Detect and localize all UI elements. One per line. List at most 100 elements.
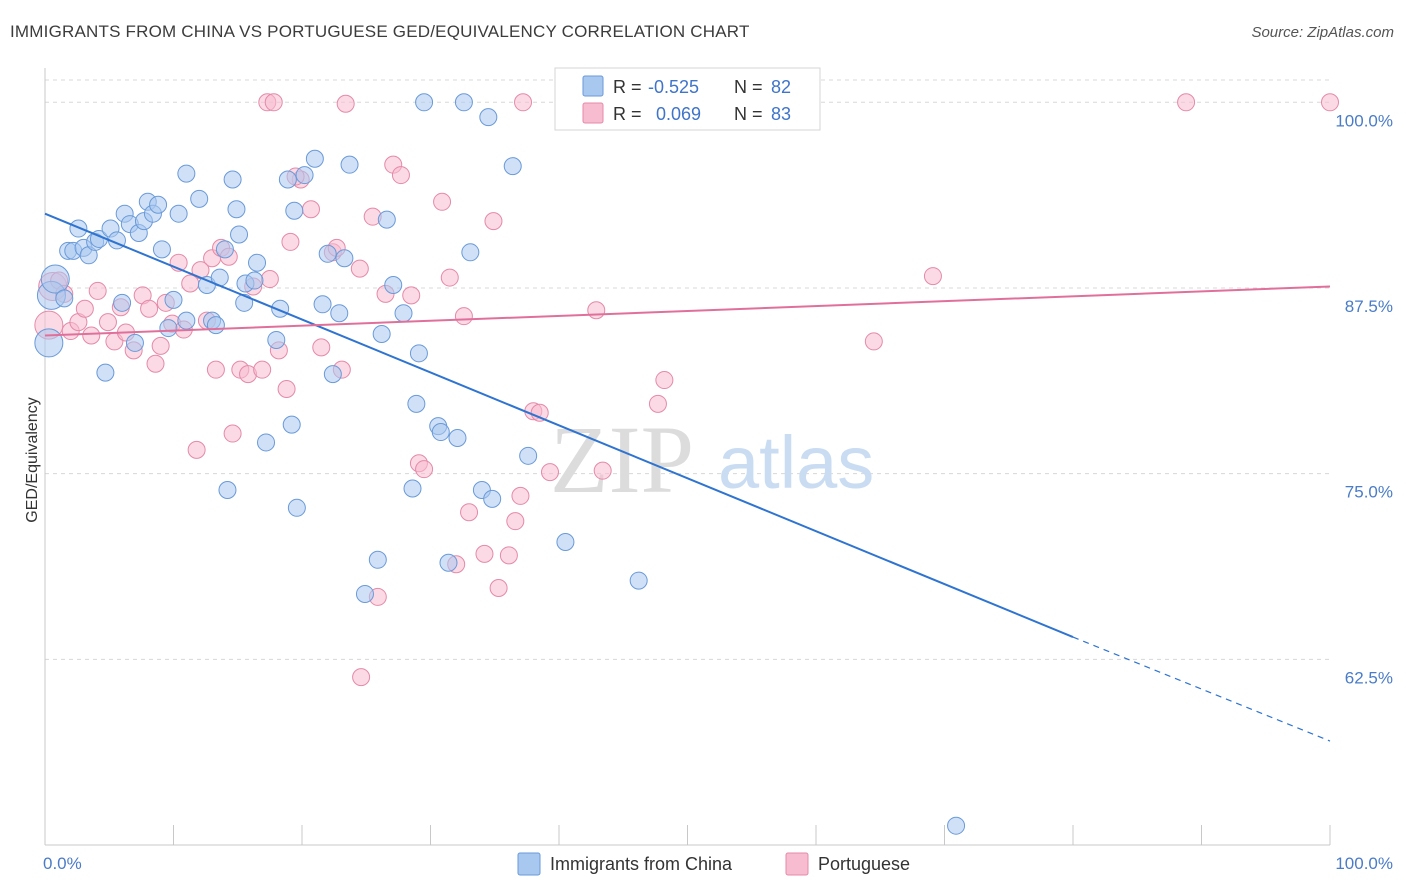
portuguese-point-70 xyxy=(655,371,674,390)
tick-labels: 62.5% 75.0% 87.5% 100.0% 0.0% 100.0% xyxy=(43,111,1393,873)
portuguese-point-67 xyxy=(587,301,606,320)
china-point-49 xyxy=(287,498,306,517)
china-point-51 xyxy=(305,149,324,168)
portuguese-point-23 xyxy=(187,440,206,459)
portuguese-point-72 xyxy=(923,267,942,286)
china-point-47 xyxy=(282,415,301,434)
portuguese-point-55 xyxy=(440,268,459,287)
portuguese-point-15 xyxy=(140,299,159,318)
portuguese-trend-line xyxy=(44,285,1331,337)
china-point-67 xyxy=(415,93,434,112)
portuguese-point-69 xyxy=(648,394,667,413)
china-point-6 xyxy=(69,219,88,238)
chart-source: Source: ZipAtlas.com xyxy=(1251,24,1394,41)
china-point-50 xyxy=(295,166,314,185)
legend-n-value-2: 83 xyxy=(771,104,791,124)
y-tick-label-0: 62.5% xyxy=(1345,668,1393,687)
portuguese-point-51 xyxy=(402,286,421,305)
portuguese-point-34 xyxy=(260,270,279,289)
china-point-79 xyxy=(556,532,575,551)
portuguese-point-50 xyxy=(391,166,410,185)
china-point-28 xyxy=(177,164,196,183)
china-point-60 xyxy=(372,325,391,344)
portuguese-point-45 xyxy=(350,259,369,278)
portuguese-point-68 xyxy=(593,461,612,480)
portuguese-point-40 xyxy=(312,338,331,357)
legend-r-value-2: 0.069 xyxy=(656,104,701,124)
china-point-55 xyxy=(330,304,349,323)
china-point-53 xyxy=(318,244,337,263)
china-point-81 xyxy=(947,816,966,835)
portuguese-point-59 xyxy=(475,544,494,563)
legend-box: R = -0.525 N = 82 R = 0.069 N = 83 xyxy=(554,67,821,131)
portuguese-point-44 xyxy=(336,94,355,113)
china-point-61 xyxy=(377,210,396,229)
china-point-17 xyxy=(125,333,144,352)
portuguese-point-78 xyxy=(1321,93,1339,112)
portuguese-point-37 xyxy=(281,232,300,251)
bottom-legend: Immigrants from China Portuguese xyxy=(517,852,910,876)
portuguese-point-53 xyxy=(415,460,434,479)
china-point-42 xyxy=(248,253,267,272)
china-point-71 xyxy=(448,428,467,447)
trend-lines xyxy=(44,212,1331,742)
china-point-24 xyxy=(159,319,178,338)
portuguese-point-8 xyxy=(88,281,107,300)
legend-n-label-2: N = xyxy=(734,104,763,124)
portuguese-point-71 xyxy=(864,332,883,351)
portuguese-point-80 xyxy=(506,512,525,531)
china-point-59 xyxy=(368,550,387,569)
portuguese-point-75 xyxy=(514,93,533,112)
portuguese-point-58 xyxy=(460,503,479,522)
legend-swatch-china xyxy=(582,75,604,97)
y-tick-label-2: 87.5% xyxy=(1345,297,1393,316)
series-china-points xyxy=(34,93,966,835)
china-point-58 xyxy=(355,584,374,603)
portuguese-point-62 xyxy=(499,546,518,565)
china-point-78 xyxy=(519,446,538,465)
bottom-legend-label-china: Immigrants from China xyxy=(550,854,733,874)
bottom-legend-swatch-china xyxy=(517,852,541,876)
bottom-legend-swatch-portuguese xyxy=(785,852,809,876)
y-tick-label-1: 75.0% xyxy=(1345,483,1393,502)
legend-n-label-1: N = xyxy=(734,77,763,97)
china-point-14 xyxy=(113,293,132,312)
portuguese-point-54 xyxy=(433,192,452,211)
china-point-34 xyxy=(215,240,234,259)
china-point-75 xyxy=(479,108,498,127)
portuguese-point-9 xyxy=(98,313,117,332)
china-point-72 xyxy=(454,93,473,112)
portuguese-point-77 xyxy=(1177,93,1196,112)
x-tick-label-1: 100.0% xyxy=(1335,854,1393,873)
portuguese-point-79 xyxy=(352,668,371,687)
china-trend-line xyxy=(44,212,1074,638)
china-point-64 xyxy=(403,479,422,498)
china-point-66 xyxy=(409,344,428,363)
china-point-23 xyxy=(152,240,171,259)
china-point-41 xyxy=(245,271,264,290)
legend-r-label-2: R = xyxy=(613,104,642,124)
portuguese-point-29 xyxy=(223,424,242,443)
bottom-legend-label-portuguese: Portuguese xyxy=(818,854,910,874)
china-point-57 xyxy=(340,155,359,174)
portuguese-point-57 xyxy=(454,307,473,326)
legend-r-value-1: -0.525 xyxy=(648,77,699,97)
china-point-35 xyxy=(218,480,237,499)
portuguese-point-60 xyxy=(484,212,503,231)
portuguese-point-16 xyxy=(146,354,165,373)
legend-swatch-portuguese xyxy=(582,102,604,124)
china-point-46 xyxy=(278,170,297,189)
china-point-27 xyxy=(177,311,196,330)
china-point-25 xyxy=(164,290,183,309)
portuguese-point-6 xyxy=(75,299,94,318)
china-point-29 xyxy=(190,189,209,208)
portuguese-point-63 xyxy=(511,486,530,505)
china-point-44 xyxy=(267,330,286,349)
china-point-80 xyxy=(629,571,648,590)
portuguese-point-66 xyxy=(541,463,560,482)
watermark-zip: ZIP xyxy=(550,406,694,513)
chart-title: IMMIGRANTS FROM CHINA VS PORTUGUESE GED/… xyxy=(10,22,750,41)
china-point-65 xyxy=(407,394,426,413)
china-point-11 xyxy=(96,363,115,382)
